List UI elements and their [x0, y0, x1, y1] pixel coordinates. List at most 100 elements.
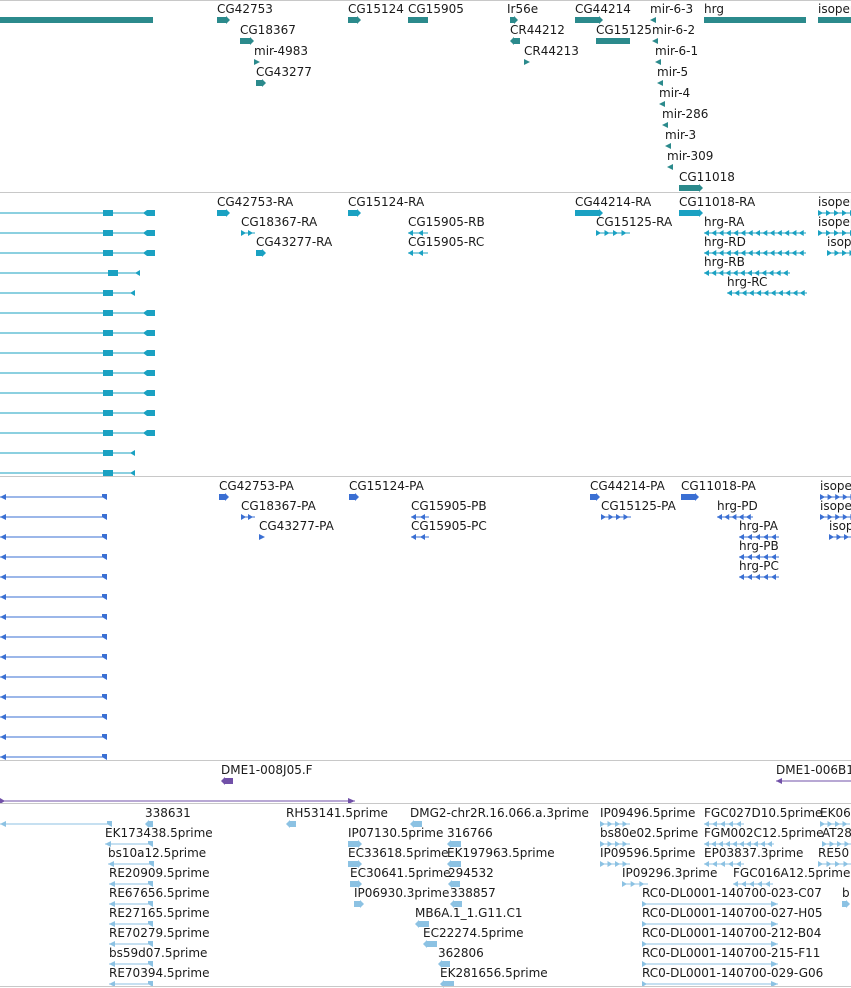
feature-glyph[interactable] — [818, 210, 851, 216]
feature-glyph[interactable] — [349, 493, 359, 501]
feature-label[interactable]: bs59d07.5prime — [109, 946, 208, 960]
feature-glyph[interactable] — [411, 534, 429, 540]
feature-glyph[interactable] — [109, 921, 153, 927]
feature-glyph-extra[interactable] — [0, 798, 355, 803]
feature-glyph[interactable] — [600, 821, 630, 827]
feature-label[interactable]: hrg-PC — [739, 559, 779, 573]
feature-glyph[interactable] — [622, 881, 648, 887]
feature-label[interactable]: isop — [829, 519, 851, 533]
feature-glyph[interactable] — [659, 101, 665, 107]
feature-label[interactable]: IP09596.5prime — [600, 846, 696, 860]
feature-label[interactable]: CG18367-PA — [241, 499, 316, 513]
feature-glyph[interactable] — [423, 940, 437, 948]
feature-label[interactable]: CG15125 — [596, 23, 652, 37]
feature-label[interactable]: CG42753-RA — [217, 195, 294, 209]
feature-glyph-extra[interactable] — [0, 821, 112, 827]
feature-label[interactable]: hrg-RD — [704, 235, 746, 249]
feature-glyph[interactable] — [219, 493, 229, 501]
feature-glyph[interactable] — [704, 230, 806, 236]
feature-glyph[interactable] — [822, 841, 851, 847]
feature-label[interactable]: DMG2-chr2R.16.066.a.3prime — [410, 806, 589, 820]
feature-glyph[interactable] — [600, 841, 630, 847]
feature-label[interactable]: EP03837.3prime — [704, 846, 804, 860]
feature-glyph[interactable] — [354, 900, 364, 908]
feature-label[interactable]: 362806 — [438, 946, 484, 960]
feature-glyph[interactable] — [256, 249, 266, 257]
feature-label[interactable]: RE27165.5prime — [109, 906, 210, 920]
feature-glyph-extra[interactable] — [0, 674, 107, 680]
feature-glyph[interactable] — [590, 493, 600, 501]
feature-glyph[interactable] — [727, 290, 807, 296]
feature-glyph-extra[interactable] — [0, 754, 107, 760]
feature-label[interactable]: FGC016A12.5prime — [733, 866, 851, 880]
feature-label[interactable]: isope — [820, 499, 851, 513]
feature-glyph[interactable] — [408, 250, 428, 256]
feature-glyph[interactable] — [739, 554, 779, 560]
feature-glyph[interactable] — [733, 881, 773, 887]
feature-label[interactable]: CG15905 — [408, 2, 464, 16]
feature-label[interactable]: DME1-006B1 — [776, 763, 851, 777]
feature-label[interactable]: CG15905-PB — [411, 499, 487, 513]
feature-glyph-extra[interactable] — [0, 390, 155, 396]
feature-glyph[interactable] — [447, 860, 461, 868]
feature-label[interactable]: hrg-PA — [739, 519, 778, 533]
feature-label[interactable]: RE70279.5prime — [109, 926, 210, 940]
feature-glyph-extra[interactable] — [0, 514, 107, 520]
feature-glyph[interactable] — [447, 840, 461, 848]
feature-glyph[interactable] — [411, 514, 429, 520]
feature-label[interactable]: bs10a12.5prime — [108, 846, 207, 860]
feature-label[interactable]: mir-6-3 — [650, 2, 694, 16]
feature-label[interactable]: 316766 — [447, 826, 493, 840]
feature-glyph[interactable] — [145, 820, 153, 828]
feature-label[interactable]: b — [842, 886, 850, 900]
feature-label[interactable]: mir-6-2 — [652, 23, 696, 37]
feature-label[interactable]: mir-309 — [667, 149, 714, 163]
feature-glyph[interactable] — [642, 961, 778, 967]
feature-glyph[interactable] — [109, 961, 153, 967]
feature-glyph-extra[interactable] — [0, 370, 155, 376]
feature-glyph[interactable] — [600, 861, 630, 867]
feature-glyph[interactable] — [642, 901, 778, 907]
feature-glyph-extra[interactable] — [0, 714, 107, 720]
feature-label[interactable]: mir-6-1 — [655, 44, 699, 58]
feature-glyph[interactable] — [524, 59, 530, 65]
feature-label[interactable]: FGM002C12.5prime — [704, 826, 824, 840]
feature-label[interactable]: CG15124-PA — [349, 479, 424, 493]
feature-label[interactable]: CG15125-RA — [596, 215, 673, 229]
feature-label[interactable]: CG42753 — [217, 2, 273, 16]
feature-label[interactable]: CG44214 — [575, 2, 631, 16]
feature-glyph-extra[interactable] — [0, 230, 155, 236]
feature-label[interactable]: AT28 — [822, 826, 851, 840]
feature-glyph[interactable] — [596, 230, 630, 236]
feature-glyph[interactable] — [681, 493, 699, 501]
feature-label[interactable]: CG11018-RA — [679, 195, 756, 209]
feature-glyph[interactable] — [842, 900, 850, 908]
feature-glyph-extra[interactable] — [0, 450, 135, 456]
feature-glyph-extra[interactable] — [0, 270, 140, 276]
feature-label[interactable]: CG43277 — [256, 65, 312, 79]
feature-glyph[interactable] — [259, 534, 265, 540]
feature-glyph[interactable] — [450, 900, 462, 908]
feature-glyph[interactable] — [350, 880, 362, 888]
feature-glyph[interactable] — [510, 16, 518, 24]
feature-glyph[interactable] — [642, 981, 778, 987]
feature-glyph[interactable] — [657, 80, 663, 86]
feature-label[interactable]: isopep — [818, 2, 851, 16]
feature-glyph-extra[interactable] — [0, 17, 153, 23]
feature-glyph[interactable] — [818, 861, 851, 867]
feature-glyph[interactable] — [241, 230, 255, 236]
feature-glyph[interactable] — [575, 16, 603, 24]
feature-label[interactable]: hrg-PB — [739, 539, 779, 553]
feature-label[interactable]: hrg-RA — [704, 215, 745, 229]
feature-glyph[interactable] — [679, 184, 703, 192]
feature-glyph[interactable] — [739, 574, 779, 580]
feature-glyph[interactable] — [510, 37, 520, 45]
feature-label[interactable]: RE70394.5prime — [109, 966, 210, 980]
feature-label[interactable]: RE67656.5prime — [109, 886, 210, 900]
feature-label[interactable]: EC30641.5prime — [350, 866, 451, 880]
feature-label[interactable]: mir-286 — [662, 107, 709, 121]
feature-glyph[interactable] — [240, 37, 254, 45]
feature-label[interactable]: CG42753-PA — [219, 479, 294, 493]
feature-glyph[interactable] — [704, 861, 744, 867]
feature-label[interactable]: EK173438.5prime — [105, 826, 213, 840]
